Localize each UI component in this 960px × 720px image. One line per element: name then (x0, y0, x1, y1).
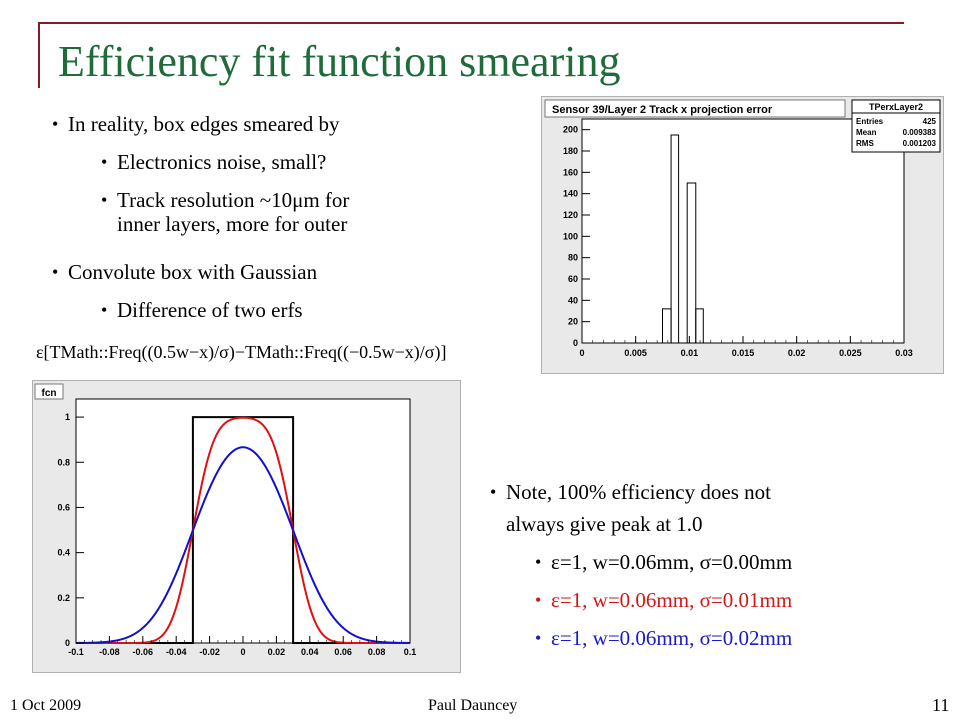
function-x-tick-label: -0.06 (133, 647, 154, 657)
stats-value: 425 (923, 117, 937, 126)
function-chart: fcn -0.1 -0.08 -0.06 -0.04 -0.02 0 0.02 0.04 0.06… (34, 383, 417, 657)
title-accent-vertical (38, 22, 40, 88)
bullet-item: • Track resolution ~10μm for (101, 188, 350, 212)
function-x-tick-label: 0 (240, 647, 245, 657)
bullet-dot-icon: • (52, 262, 59, 282)
bullet-continuation: inner layers, more for outer (117, 212, 347, 236)
function-y-tick-label: 0.6 (57, 502, 70, 512)
function-plot-panel: fcn -0.1 -0.08 -0.06 -0.04 -0.02 0 0.02 0.04 0.06… (32, 380, 461, 673)
fit-formula: ε[TMath::Freq((0.5w−x)/σ)−TMath::Freq((−… (36, 342, 447, 362)
function-plot-area (75, 398, 411, 644)
histogram-x-tick-label: 0.025 (839, 348, 862, 358)
footer-date: 1 Oct 2009 (10, 697, 82, 714)
bullet-text: Difference of two erfs (117, 298, 303, 322)
legend-text-sigma-1: ε=1, w=0.06mm, σ=0.01mm (551, 588, 793, 612)
legend-text-sigma-0: ε=1, w=0.06mm, σ=0.00mm (551, 550, 793, 574)
histogram-title: Sensor 39/Layer 2 Track x projection err… (552, 104, 773, 116)
bullet-text: In reality, box edges smeared by (68, 112, 340, 136)
histogram-y-tick-label: 120 (563, 210, 578, 220)
histogram-y-tick-label: 160 (563, 167, 578, 177)
bullet-dot-icon: • (535, 552, 542, 572)
legend-item: • ε=1, w=0.06mm, σ=0.01mm (535, 588, 793, 612)
bullet-text: inner layers, more for outer (117, 212, 348, 236)
bullet-dot-icon: • (101, 152, 108, 172)
histogram-chart: Sensor 39/Layer 2 Track x projection err… (544, 99, 941, 358)
histogram-y-tick-label: 140 (563, 189, 578, 199)
function-title-box (34, 383, 64, 400)
function-x-tick-label: -0.1 (68, 647, 84, 657)
slide-title: Efficiency fit function smearing (58, 37, 621, 86)
histogram-y-tick-label: 40 (568, 295, 578, 305)
stats-name: TPerxLayer2 (869, 102, 923, 112)
bullet-dot-icon: • (101, 300, 108, 320)
note-line-1: Note, 100% efficiency does not (506, 480, 771, 504)
note-line-2: always give peak at 1.0 (506, 512, 703, 536)
function-y-tick-label: 0.4 (57, 548, 70, 558)
function-curve-sigma-1 (76, 416, 410, 644)
function-x-tick-label: 0.1 (404, 647, 417, 657)
function-y-tick-label: 0 (65, 638, 70, 648)
function-x-tick-label: 0.04 (301, 647, 319, 657)
histogram-bar (695, 308, 704, 344)
note-continuation: always give peak at 1.0 (506, 512, 703, 536)
bullet-text: Convolute box with Gaussian (68, 260, 318, 284)
function-x-tick-label: -0.02 (199, 647, 220, 657)
histogram-y-tick-label: 100 (563, 231, 578, 241)
legend-text-sigma-2: ε=1, w=0.06mm, σ=0.02mm (551, 626, 793, 650)
function-curve-sigma-2 (75, 446, 411, 644)
histogram-x-tick-label: 0.015 (732, 348, 755, 358)
function-y-tick-label: 1 (65, 412, 70, 422)
bullet-item: • Electronics noise, small? (101, 150, 327, 174)
function-y-tick-label: 0.8 (57, 457, 70, 467)
histogram-title-box (544, 99, 846, 118)
bullet-dot-icon: • (535, 590, 542, 610)
bullet-item: • Difference of two erfs (101, 298, 303, 322)
function-x-tick-label: 0.06 (334, 647, 352, 657)
legend-item: • ε=1, w=0.06mm, σ=0.02mm (535, 626, 793, 650)
bullet-dot-icon: • (52, 114, 59, 134)
histogram-plot-area (581, 118, 905, 344)
stats-label: Entries (856, 117, 884, 126)
bullet-text: Electronics noise, small? (117, 150, 327, 174)
bullet-dot-icon: • (101, 190, 108, 210)
histogram-x-tick-label: 0.005 (624, 348, 647, 358)
footer-author: Paul Dauncey (428, 697, 518, 714)
function-x-tick-label: 0.08 (368, 647, 386, 657)
bullet-item: • Convolute box with Gaussian (52, 260, 318, 284)
function-y-tick-label: 0.2 (57, 593, 70, 603)
bullet-text: Track resolution ~10μm for (117, 188, 350, 212)
histogram-y-tick-label: 0 (573, 338, 578, 348)
page-number: 11 (932, 695, 950, 715)
stats-box (851, 99, 941, 153)
stats-value: 0.001203 (903, 139, 937, 148)
stats-label: Mean (856, 128, 877, 137)
histogram-bar (670, 134, 680, 344)
function-x-tick-label: 0.02 (268, 647, 286, 657)
stats-label: RMS (856, 139, 874, 148)
histogram-y-tick-label: 20 (568, 317, 578, 327)
title-accent-horizontal (38, 22, 904, 24)
histogram-x-tick-label: 0.01 (681, 348, 699, 358)
histogram-x-tick-label: 0.02 (788, 348, 806, 358)
histogram-y-tick-label: 180 (563, 146, 578, 156)
histogram-bar (686, 182, 697, 344)
histogram-y-tick-label: 60 (568, 274, 578, 284)
bullet-dot-icon: • (535, 628, 542, 648)
function-x-tick-label: -0.08 (99, 647, 120, 657)
bullet-dot-icon: • (490, 482, 497, 502)
bullet-item: • In reality, box edges smeared by (52, 112, 340, 136)
histogram-y-tick-label: 200 (563, 125, 578, 135)
histogram-x-tick-label: 0 (579, 348, 584, 358)
function-x-tick-label: -0.04 (166, 647, 187, 657)
note-item: • Note, 100% efficiency does not (490, 480, 771, 504)
histogram-y-tick-label: 80 (568, 253, 578, 263)
stats-value: 0.009383 (903, 128, 937, 137)
histogram-x-tick-label: 0.03 (895, 348, 913, 358)
legend-item: • ε=1, w=0.06mm, σ=0.00mm (535, 550, 793, 574)
function-title: fcn (42, 388, 57, 399)
histogram-panel: Sensor 39/Layer 2 Track x projection err… (541, 96, 944, 374)
